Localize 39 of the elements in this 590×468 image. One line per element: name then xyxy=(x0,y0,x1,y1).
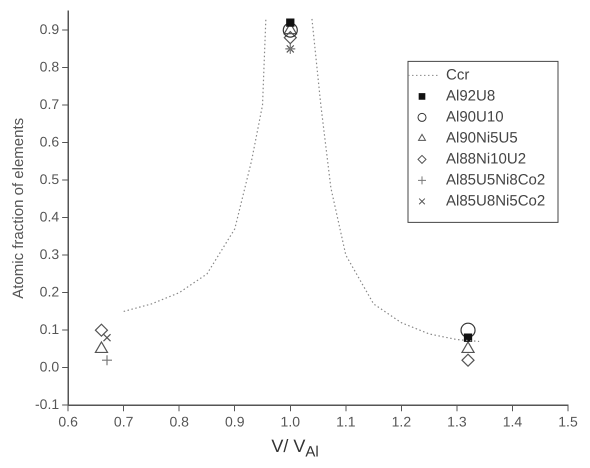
y-axis-title: Atomic fraction of elements xyxy=(10,118,28,299)
x-tick-label: 1.2 xyxy=(392,413,412,430)
y-tick-label: 0.2 xyxy=(40,284,60,300)
legend-label: Al92U8 xyxy=(446,88,496,105)
y-tick-label: 0.4 xyxy=(40,208,60,225)
y-tick-label: -0.1 xyxy=(35,396,60,412)
y-tick-label: 0.0 xyxy=(40,358,60,375)
y-tick-label: 0.9 xyxy=(40,21,60,38)
point xyxy=(101,354,113,366)
y-tick-label: 0.5 xyxy=(40,171,60,188)
y-tick-label: 0.8 xyxy=(40,58,60,75)
x-axis-title: V/ V$_{Al}$ xyxy=(270,436,320,461)
legend-label: Al85U5Ni8Co2 xyxy=(446,172,546,189)
y-tick-label: 0.1 xyxy=(40,321,60,338)
point xyxy=(282,22,298,38)
x-tick-label: 1.3 xyxy=(447,413,467,430)
x-tick-label: 1.1 xyxy=(336,413,356,430)
point xyxy=(460,322,476,338)
point xyxy=(461,354,475,367)
point xyxy=(94,324,108,337)
point xyxy=(286,18,294,27)
point xyxy=(102,334,112,342)
x-tick-label: 0.6 xyxy=(58,413,78,430)
legend-label: Ccr xyxy=(446,66,470,84)
legend-label: Al90U10 xyxy=(446,108,504,126)
x-tick-label: 1.5 xyxy=(558,413,578,430)
point xyxy=(464,334,472,342)
legend-label: Al90Ni5U5 xyxy=(446,130,518,147)
x-tick-label: 0.9 xyxy=(225,413,245,430)
point xyxy=(284,31,297,44)
x-tick-label: 0.8 xyxy=(169,413,190,430)
x-tick-label: 0.7 xyxy=(114,413,134,430)
y-tick-label: 0.6 xyxy=(40,134,60,150)
x-tick-label: 1.0 xyxy=(280,413,300,430)
y-tick-label: 0.3 xyxy=(40,246,60,262)
x-tick-label: 1.4 xyxy=(502,413,522,430)
legend-label: Al88Ni10U2 xyxy=(446,150,526,168)
y-tick-label: 0.7 xyxy=(40,96,60,112)
legend-label: Al85U8Ni5Co2 xyxy=(446,192,546,210)
